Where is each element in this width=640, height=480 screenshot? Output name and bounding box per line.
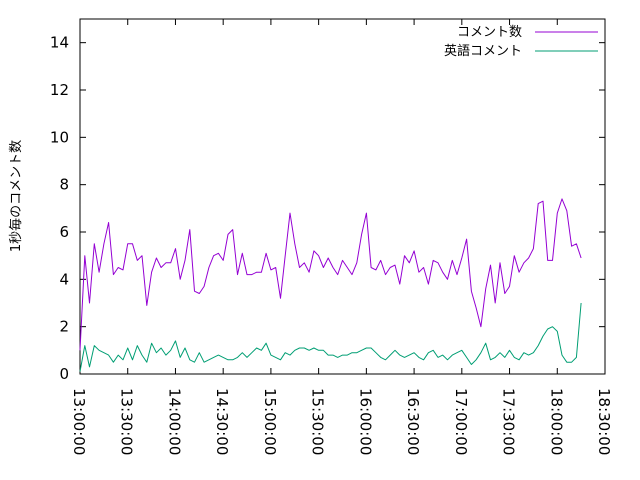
legend-label-english: 英語コメント (444, 43, 522, 59)
x-tick-label: 17:00:00 (452, 388, 470, 455)
x-tick-label: 13:30:00 (118, 388, 136, 455)
y-tick-label: 12 (50, 81, 69, 99)
y-tick-label: 6 (59, 223, 69, 241)
legend: コメント数 英語コメント (444, 25, 598, 59)
series-line-comments (79, 198, 582, 351)
y-axis-label: 1秒毎のコメント数 (8, 140, 24, 252)
x-tick-label: 15:00:00 (261, 388, 279, 455)
x-tick-label: 17:30:00 (500, 388, 518, 455)
plot-frame (79, 18, 606, 375)
y-tick-label: 8 (59, 176, 69, 194)
x-tick-label: 16:30:00 (404, 388, 422, 455)
x-tick-label: 14:30:00 (213, 388, 231, 455)
series-layer (79, 198, 582, 372)
x-tick-label: 14:00:00 (165, 388, 183, 455)
y-axis: 0 2 4 6 8 10 12 14 (50, 34, 605, 383)
x-tick-label: 16:00:00 (356, 388, 374, 455)
legend-label-comments: コメント数 (457, 25, 522, 40)
y-tick-label: 2 (59, 318, 69, 336)
y-tick-label: 4 (59, 270, 69, 288)
y-tick-label: 10 (50, 128, 69, 146)
y-tick-label: 14 (50, 34, 69, 52)
series-line-english (79, 302, 582, 372)
x-axis: 13:00:00 13:30:00 14:00:00 14:30:00 15:00:00… (70, 19, 613, 455)
x-tick-label: 13:00:00 (70, 388, 88, 455)
y-tick-label: 0 (59, 365, 69, 383)
x-tick-label: 15:30:00 (309, 388, 327, 455)
x-tick-label: 18:30:00 (595, 388, 613, 455)
x-tick-label: 18:00:00 (547, 388, 565, 455)
